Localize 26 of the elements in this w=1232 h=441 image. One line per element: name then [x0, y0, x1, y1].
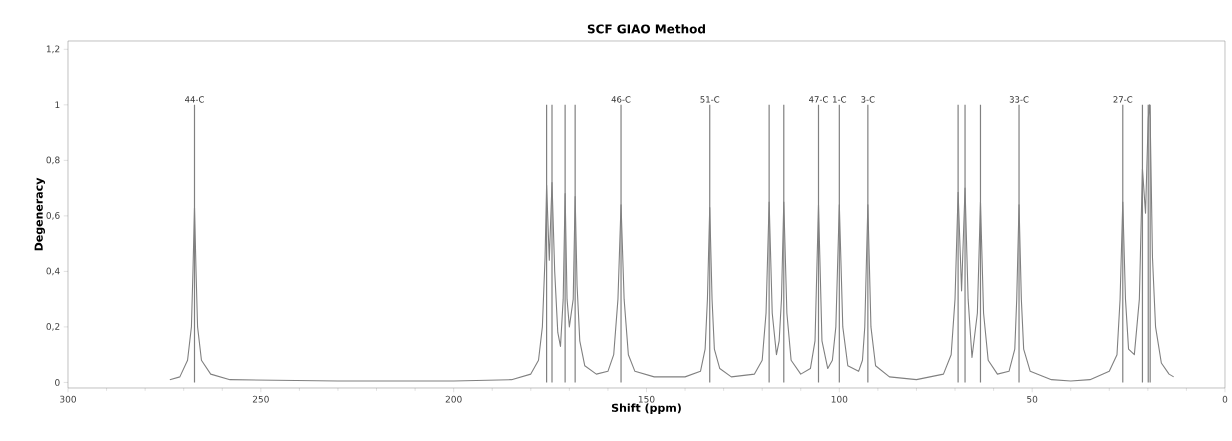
y-tick-label: 0	[55, 379, 60, 386]
y-tick-label: 1,2	[46, 45, 60, 54]
annotation: 44-C	[185, 96, 204, 103]
x-tick-label: 200	[445, 395, 462, 403]
x-tick-label: 0	[1222, 395, 1228, 403]
y-tick-label: 1	[55, 101, 60, 109]
annotation: 46-C	[611, 96, 631, 103]
x-tick-label: 300	[60, 395, 76, 403]
x-tick-label: 250	[252, 395, 269, 403]
y-tick-label: 0,8	[46, 156, 60, 165]
y-tick-label: 0,4	[46, 267, 60, 276]
chart-title: SCF GIAO Method	[587, 24, 705, 34]
x-tick-label: 50	[1027, 395, 1038, 403]
y-tick-label: 0,2	[46, 323, 60, 331]
annotation: 1-C	[833, 96, 847, 103]
y-tick-label: 0,6	[46, 212, 60, 220]
annotation: 47-C	[808, 96, 828, 103]
annotation: 33-C	[1009, 96, 1029, 103]
annotation: 27-C	[1113, 96, 1133, 103]
annotation: 51-C	[700, 96, 720, 103]
x-tick-label: 150	[638, 395, 655, 403]
y-axis-title: Degeneracy	[34, 177, 46, 251]
line-series	[169, 104, 1175, 382]
x-axis-title: Shift (ppm)	[611, 403, 681, 415]
annotation: 3-C	[861, 96, 875, 103]
x-tick-label: 100	[831, 395, 848, 403]
